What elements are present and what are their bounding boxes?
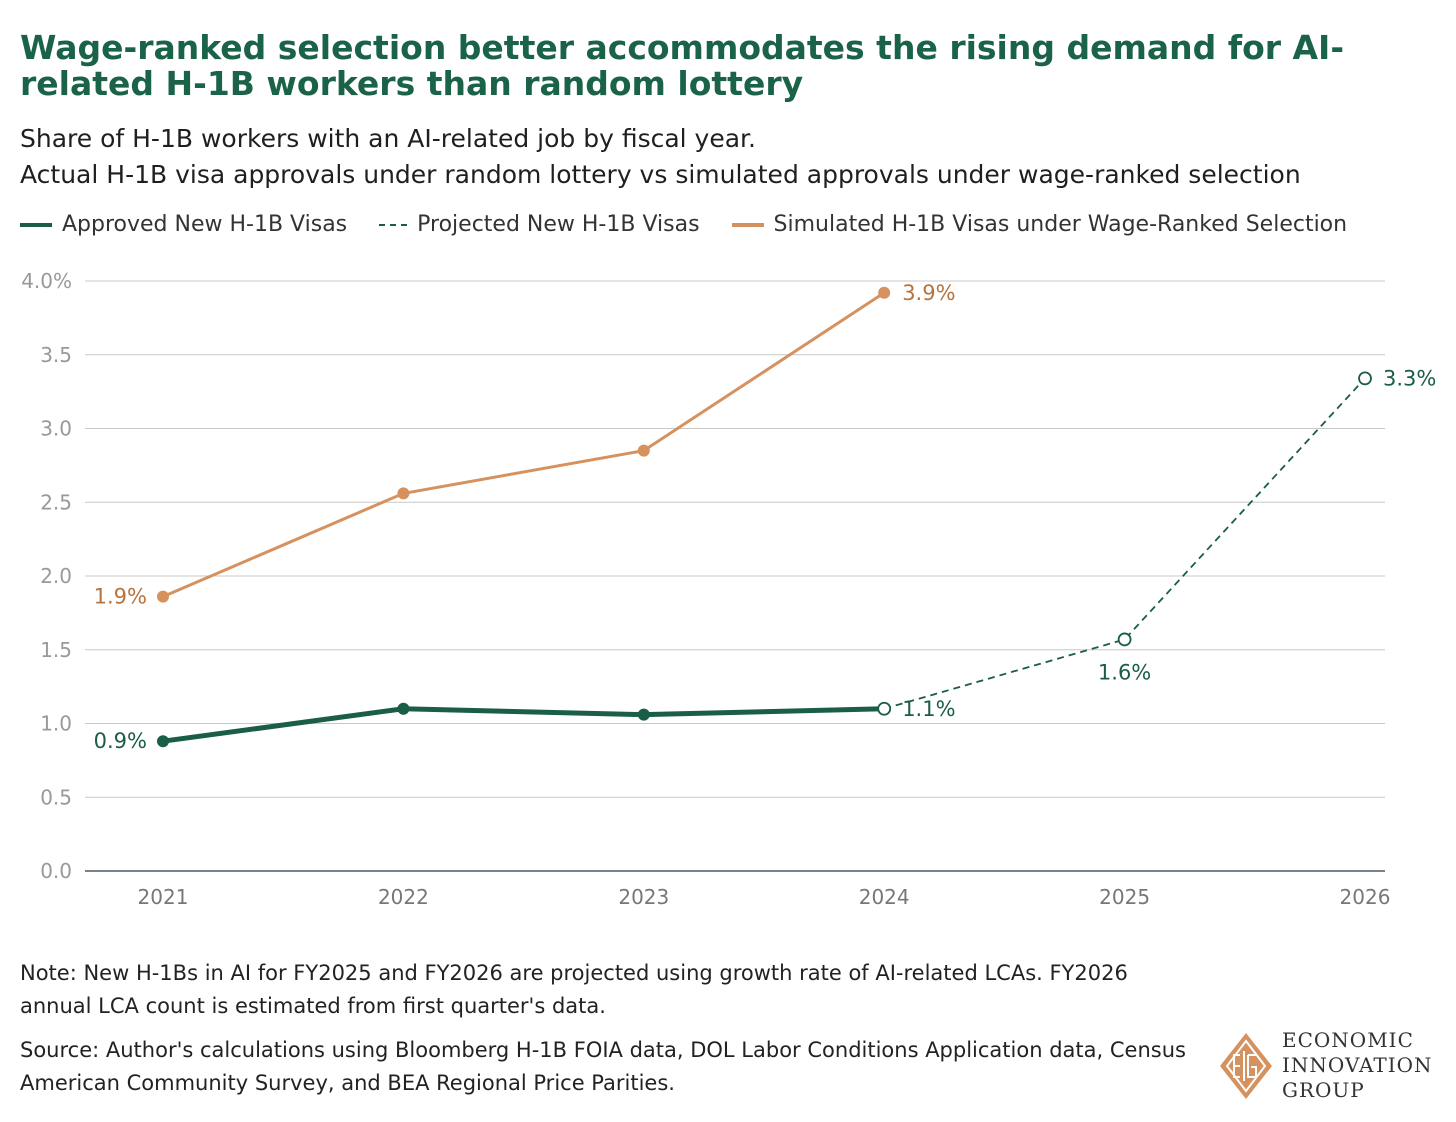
chart-title: Wage-ranked selection better accommodate…: [20, 28, 1345, 103]
series-line-approved: [162, 706, 885, 744]
y-tick-label: 0.0: [40, 859, 72, 883]
legend-item-approved: Approved New H-1B Visas: [20, 212, 347, 237]
y-tick-label: 2.0: [40, 564, 72, 588]
legend-swatch: [379, 223, 408, 226]
logo-line: ECONOMIC: [1282, 1028, 1414, 1052]
y-tick-label: 1.5: [40, 638, 72, 662]
series-line-simulated: [162, 291, 886, 599]
chart-note: Note: New H-1Bs in AI for FY2025 and FY2…: [20, 961, 1128, 1018]
y-tick-label: 0.5: [40, 785, 72, 809]
data-point: [157, 735, 169, 748]
data-label: 3.9%: [902, 281, 955, 305]
y-tick-label: 3.5: [40, 343, 72, 367]
legend-label: Approved New H-1B Visas: [62, 212, 348, 237]
x-tick-label: 2025: [1099, 885, 1150, 909]
data-point-hollow: [877, 701, 892, 716]
data-point: [878, 286, 891, 299]
y-tick-label: 4.0%: [21, 269, 72, 293]
data-point-hollow: [1358, 371, 1372, 386]
legend-label: Projected New H-1B Visas: [417, 212, 700, 237]
data-point: [397, 487, 410, 500]
logo-text: ECONOMIC INNOVATION GROUP: [1282, 1028, 1433, 1103]
legend-swatch: [20, 222, 52, 227]
data-point: [397, 702, 410, 715]
legend-item-simulated: Simulated H-1B Visas under Wage-Ranked S…: [731, 212, 1348, 237]
legend-swatch: [731, 222, 764, 227]
subtitle-line: Actual H-1B visa approvals under random …: [20, 160, 1301, 189]
subtitle-line: Share of H-1B workers with an AI-related…: [20, 124, 756, 153]
x-tick-label: 2026: [1340, 885, 1391, 909]
data-point: [637, 444, 650, 457]
data-label: 0.9%: [94, 729, 147, 753]
series-line-projected: [883, 377, 1366, 710]
y-tick-label: 3.0: [40, 417, 72, 441]
legend-label: Simulated H-1B Visas under Wage-Ranked S…: [773, 212, 1348, 237]
chart-subtitle: Share of H-1B workers with an AI-related…: [20, 121, 1301, 193]
y-tick-label: 2.5: [40, 490, 72, 514]
data-point: [157, 590, 169, 603]
x-tick-label: 2022: [378, 885, 429, 909]
x-tick-label: 2024: [859, 885, 910, 909]
chart-source: Source: Author's calculations using Bloo…: [20, 1038, 1186, 1095]
data-label: 1.6%: [1098, 660, 1151, 684]
legend-item-projected: Projected New H-1B Visas: [379, 212, 700, 237]
logo-line: GROUP: [1282, 1078, 1365, 1102]
eig-diamond-icon: [1220, 1032, 1272, 1099]
data-label: 1.1%: [902, 697, 955, 721]
eig-logo: ECONOMIC INNOVATION GROUP: [1218, 1028, 1433, 1103]
x-tick-label: 2023: [618, 885, 669, 909]
legend: Approved New H-1B Visas Projected New H-…: [20, 212, 1379, 237]
y-tick-label: 1.0: [40, 712, 72, 736]
data-label: 3.3%: [1383, 366, 1436, 390]
data-point: [637, 708, 650, 721]
x-tick-label: 2021: [138, 885, 189, 909]
logo-line: INNOVATION: [1282, 1053, 1433, 1077]
data-point-hollow: [1117, 632, 1132, 647]
data-label: 1.9%: [94, 585, 147, 609]
